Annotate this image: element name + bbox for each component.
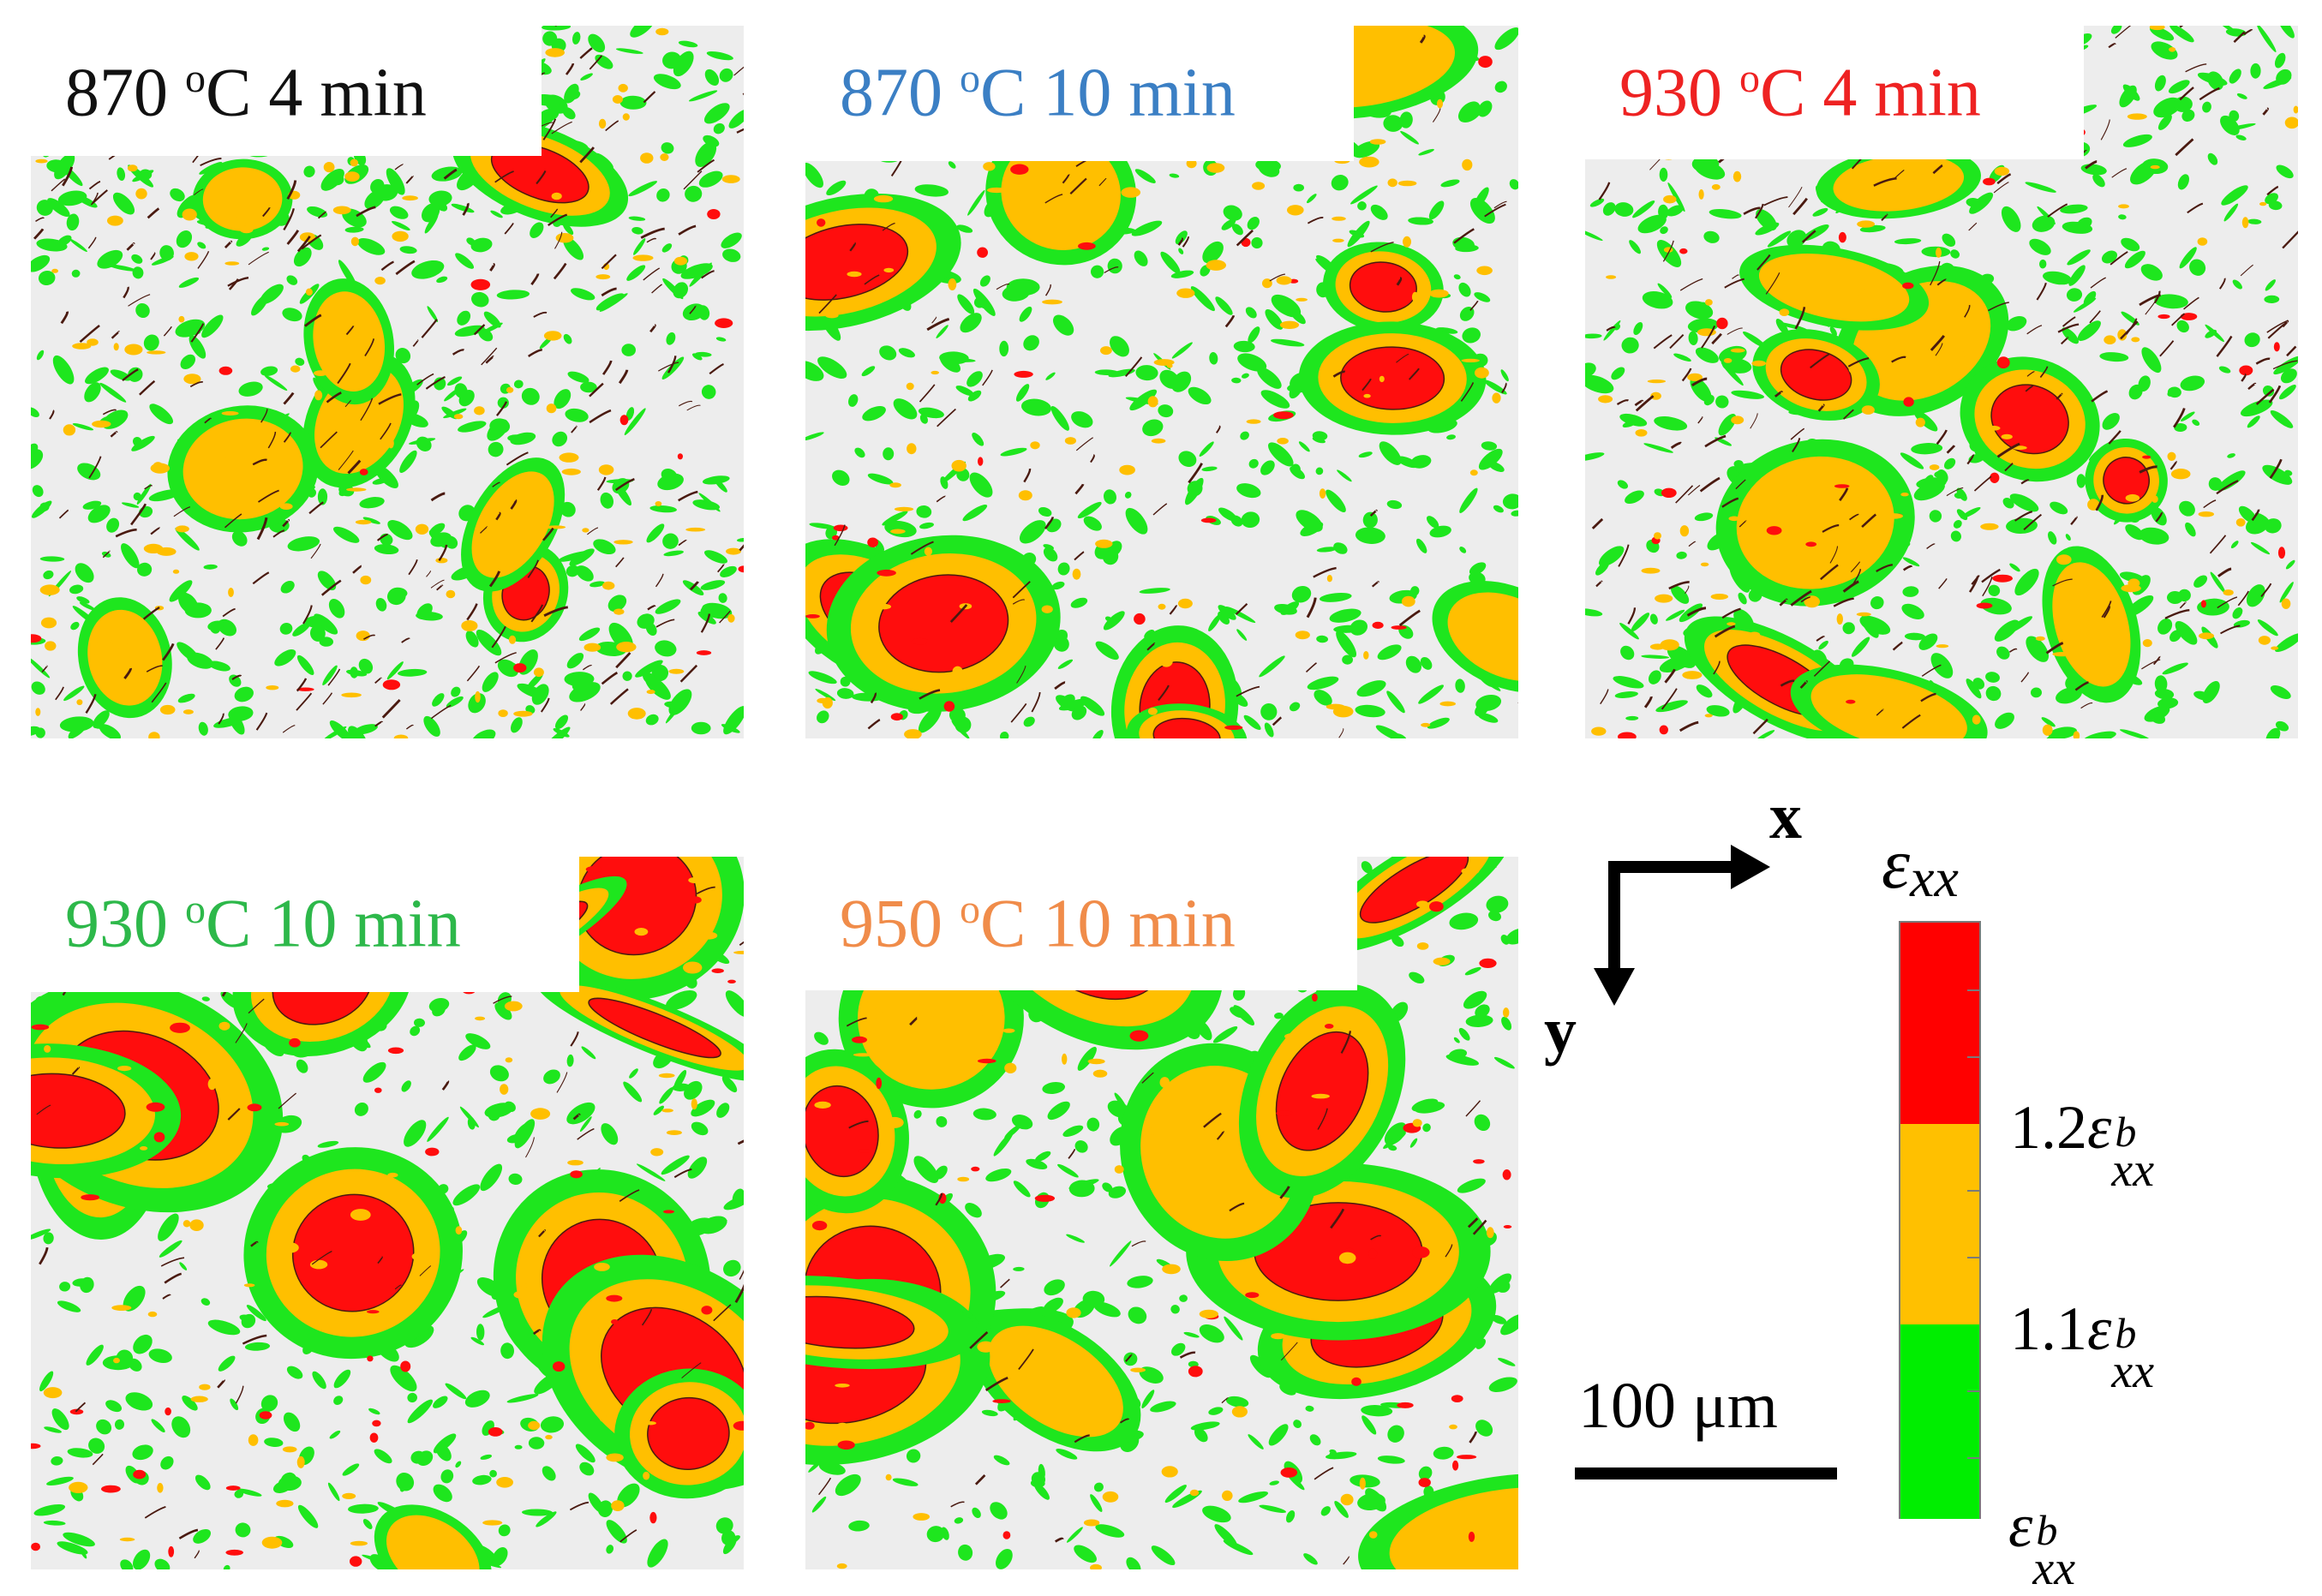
colorbar-tick xyxy=(1967,1056,1979,1058)
colorbar-low-segment xyxy=(1900,1324,1979,1519)
panel-label-1-deg: o xyxy=(185,56,206,101)
colorbar-label-mid-symbol: ε xyxy=(2087,1294,2112,1363)
strain-map-panel-2: 870 oC 10 min xyxy=(805,26,1518,738)
colorbar-label-high: 1.2ε b xx xyxy=(2010,1092,2188,1197)
colorbar-label-high-sub: xx xyxy=(2111,1144,2155,1197)
panel-label-1: 870 oC 4 min xyxy=(31,26,542,156)
strain-map-panel-5: 950 oC 10 min xyxy=(805,857,1518,1569)
panel-label-5-deg: o xyxy=(960,887,980,932)
panel-label-4: 930 oC 10 min xyxy=(31,857,579,992)
strain-map-3 xyxy=(1585,26,2298,738)
panel-label-1-unit: C 4 min xyxy=(206,55,427,131)
colorbar-tick xyxy=(1967,1390,1979,1392)
y-axis-arrowhead-icon xyxy=(1594,968,1635,1006)
strain-map-panel-1: 870 oC 4 min xyxy=(31,26,744,738)
colorbar-high-segment xyxy=(1900,923,1979,1124)
scale-bar xyxy=(1575,1467,1837,1479)
colorbar-mid-segment xyxy=(1900,1124,1979,1324)
x-axis-label: x xyxy=(1769,780,1802,852)
panel-label-5: 950 oC 10 min xyxy=(805,857,1357,990)
colorbar-tick xyxy=(1967,1457,1979,1459)
panel-label-2: 870 oC 10 min xyxy=(805,26,1354,161)
colorbar-tick xyxy=(1967,989,1979,991)
panel-label-1-temp: 870 xyxy=(65,55,168,131)
panel-label-2-temp: 870 xyxy=(840,55,943,131)
colorbar-tick xyxy=(1967,1190,1979,1192)
colorbar-label-high-symbol: ε xyxy=(2087,1093,2112,1162)
panel-label-3-unit: C 4 min xyxy=(1760,55,1981,131)
colorbar-title: εxx xyxy=(1882,822,1959,908)
panel-label-2-deg: o xyxy=(960,56,980,101)
coordinate-axes-icon xyxy=(1594,845,1770,1006)
panel-label-5-unit: C 10 min xyxy=(980,886,1236,962)
colorbar-label-mid: 1.1ε b xx xyxy=(2010,1294,2188,1398)
colorbar-tick xyxy=(1967,1257,1979,1258)
panel-label-4-deg: o xyxy=(185,887,206,932)
strain-map-panel-4: 930 oC 10 min xyxy=(31,857,744,1569)
y-axis-label: y xyxy=(1544,995,1577,1067)
panel-label-3-temp: 930 xyxy=(1619,55,1722,131)
colorbar-label-low: ε b xx xyxy=(2008,1491,2110,1595)
colorbar-label-low-sup: b xyxy=(2036,1506,2058,1554)
strain-map-panel-3: 930 oC 4 min xyxy=(1585,26,2298,738)
colorbar xyxy=(1899,921,1981,1519)
panel-label-3: 930 oC 4 min xyxy=(1585,26,2084,159)
x-axis-arrowhead-icon xyxy=(1731,845,1770,889)
colorbar-label-mid-coef: 1.1 xyxy=(2010,1294,2087,1363)
panel-label-2-unit: C 10 min xyxy=(980,55,1236,131)
panel-label-4-unit: C 10 min xyxy=(206,886,461,962)
colorbar-label-low-symbol: ε xyxy=(2008,1491,2033,1560)
colorbar-label-mid-sup: b xyxy=(2115,1309,2137,1357)
panel-label-3-deg: o xyxy=(1739,56,1760,101)
panel-label-4-temp: 930 xyxy=(65,886,168,962)
colorbar-title-subscript: xx xyxy=(1910,847,1959,908)
colorbar-label-high-sup: b xyxy=(2115,1108,2137,1156)
panel-label-5-temp: 950 xyxy=(840,886,943,962)
colorbar-label-high-coef: 1.2 xyxy=(2010,1093,2087,1162)
colorbar-label-low-sub: xx xyxy=(2032,1542,2076,1595)
scale-bar-label: 100 μm xyxy=(1578,1370,1778,1442)
colorbar-title-symbol: ε xyxy=(1882,824,1911,904)
colorbar-label-mid-sub: xx xyxy=(2111,1345,2155,1398)
